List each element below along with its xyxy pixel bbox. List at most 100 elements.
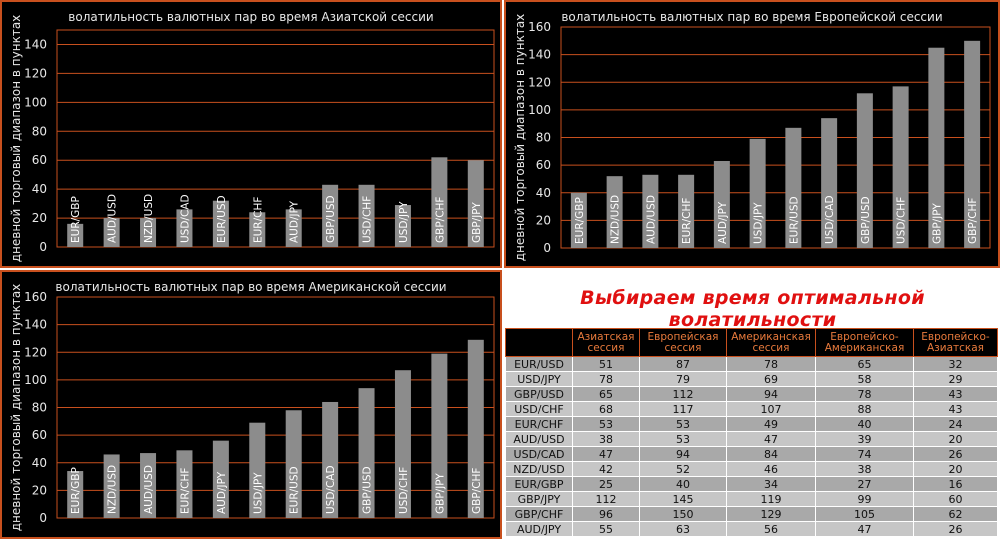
y-tick-label: 120 (24, 345, 47, 359)
x-tick-label: EUR/USD (289, 466, 301, 514)
volatility-table: Азиатская сессия Европейская сессия Амер… (505, 328, 998, 537)
table-row-label: EUR/CHF (505, 416, 573, 432)
table-cell: 94 (639, 446, 727, 462)
table-cell: 63 (639, 521, 727, 537)
x-tick-label: AUD/JPY (289, 200, 301, 243)
table-cell: 65 (572, 386, 640, 402)
table-header-cell: Европейско-Азиатская (913, 328, 998, 357)
bar (678, 174, 695, 248)
y-tick-label: 100 (528, 103, 551, 117)
bar (67, 471, 84, 518)
bar (176, 209, 193, 247)
table-row: EUR/CHF 53 53 49 40 24 (505, 416, 998, 432)
x-tick-label: USD/CHF (896, 197, 908, 244)
y-tick-label: 20 (536, 213, 551, 227)
chart-panel-asian: волатильность валютных пар во время Азиа… (0, 0, 502, 268)
bar (713, 160, 730, 248)
bar (358, 184, 375, 247)
bar (749, 138, 766, 248)
y-tick-label: 60 (536, 158, 551, 172)
bar (140, 218, 157, 247)
x-tick-label: NZD/USD (143, 194, 155, 243)
bar (856, 93, 873, 248)
x-tick-label: USD/JPY (252, 472, 264, 514)
table-row-label: EUR/GBP (505, 476, 573, 492)
table-row: EUR/USD 51 87 78 65 32 (505, 356, 998, 372)
y-tick-label: 80 (32, 401, 47, 415)
bar (176, 450, 193, 518)
table-cell: 79 (639, 371, 727, 387)
table-cell: 129 (726, 506, 816, 522)
x-tick-label: USD/CAD (179, 194, 191, 243)
y-tick-label: 40 (32, 456, 47, 470)
y-tick-label: 80 (536, 131, 551, 145)
y-tick-label: 140 (528, 48, 551, 62)
y-tick-label: 80 (32, 124, 47, 138)
table-cell: 47 (572, 446, 640, 462)
table-cell: 47 (726, 431, 816, 447)
table-cell: 53 (639, 431, 727, 447)
table-cell: 20 (913, 431, 998, 447)
table-cell: 145 (639, 491, 727, 507)
x-tick-label: EUR/CHF (681, 198, 693, 244)
table-row-label: EUR/USD (505, 356, 573, 372)
x-tick-label: GBP/CHF (967, 198, 979, 244)
table-cell: 20 (913, 461, 998, 477)
y-tick-label: 160 (528, 20, 551, 34)
y-tick-label: 100 (24, 373, 47, 387)
table-cell: 46 (726, 461, 816, 477)
y-axis-label: дневной торговый диапазон в пунктах (9, 284, 23, 532)
table-cell: 62 (913, 506, 998, 522)
x-tick-label: EUR/USD (788, 196, 800, 244)
bar (892, 86, 909, 248)
chart-title: волатильность валютных пар во время Евро… (561, 10, 943, 24)
x-tick-label: EUR/CHF (179, 468, 191, 514)
table-header-cell: Европейская сессия (639, 328, 727, 357)
table-cell: 68 (572, 401, 640, 417)
x-tick-label: EUR/GBP (574, 197, 586, 244)
bar (212, 200, 229, 247)
table-cell: 38 (572, 431, 640, 447)
table-cell: 112 (572, 491, 640, 507)
table-cell: 53 (639, 416, 727, 432)
table-row: USD/CHF 68 117 107 88 43 (505, 401, 998, 417)
y-tick-label: 0 (39, 240, 47, 254)
table-row: USD/JPY 78 79 69 58 29 (505, 371, 998, 387)
table-row: GBP/CHF 96 150 129 105 62 (505, 506, 998, 522)
table-cell: 26 (913, 521, 998, 537)
x-tick-label: USD/CAD (325, 465, 337, 514)
x-tick-label: AUD/USD (143, 465, 155, 514)
table-row: EUR/GBP 25 40 34 27 16 (505, 476, 998, 492)
table-cell: 40 (815, 416, 914, 432)
table-cell: 99 (815, 491, 914, 507)
x-tick-label: GBP/CHF (471, 468, 483, 514)
table-header-row: Азиатская сессия Европейская сессия Амер… (505, 328, 998, 357)
x-tick-label: EUR/GBP (70, 196, 82, 243)
x-tick-label: USD/CAD (824, 195, 836, 244)
x-tick-label: GBP/USD (362, 466, 374, 514)
table-cell: 25 (572, 476, 640, 492)
bar (285, 410, 302, 518)
bar (467, 339, 484, 518)
table-row-label: GBP/JPY (505, 491, 573, 507)
bar (394, 205, 411, 247)
table-cell: 88 (815, 401, 914, 417)
y-tick-label: 120 (24, 66, 47, 80)
x-tick-label: GBP/JPY (471, 202, 483, 243)
table-cell: 49 (726, 416, 816, 432)
y-tick-label: 60 (32, 153, 47, 167)
bar (212, 440, 229, 518)
table-cell: 65 (815, 356, 914, 372)
bar (785, 127, 802, 248)
x-tick-label: GBP/JPY (434, 473, 446, 514)
bar (821, 118, 838, 248)
chart-panel-american: волатильность валютных пар во время Амер… (0, 270, 502, 539)
table-row-label: GBP/USD (505, 386, 573, 402)
x-tick-label: EUR/CHF (252, 197, 264, 243)
y-axis-label: дневной торговый диапазон в пунктах (513, 14, 527, 262)
table-cell: 47 (815, 521, 914, 537)
bar (928, 47, 945, 248)
bar (431, 353, 448, 518)
